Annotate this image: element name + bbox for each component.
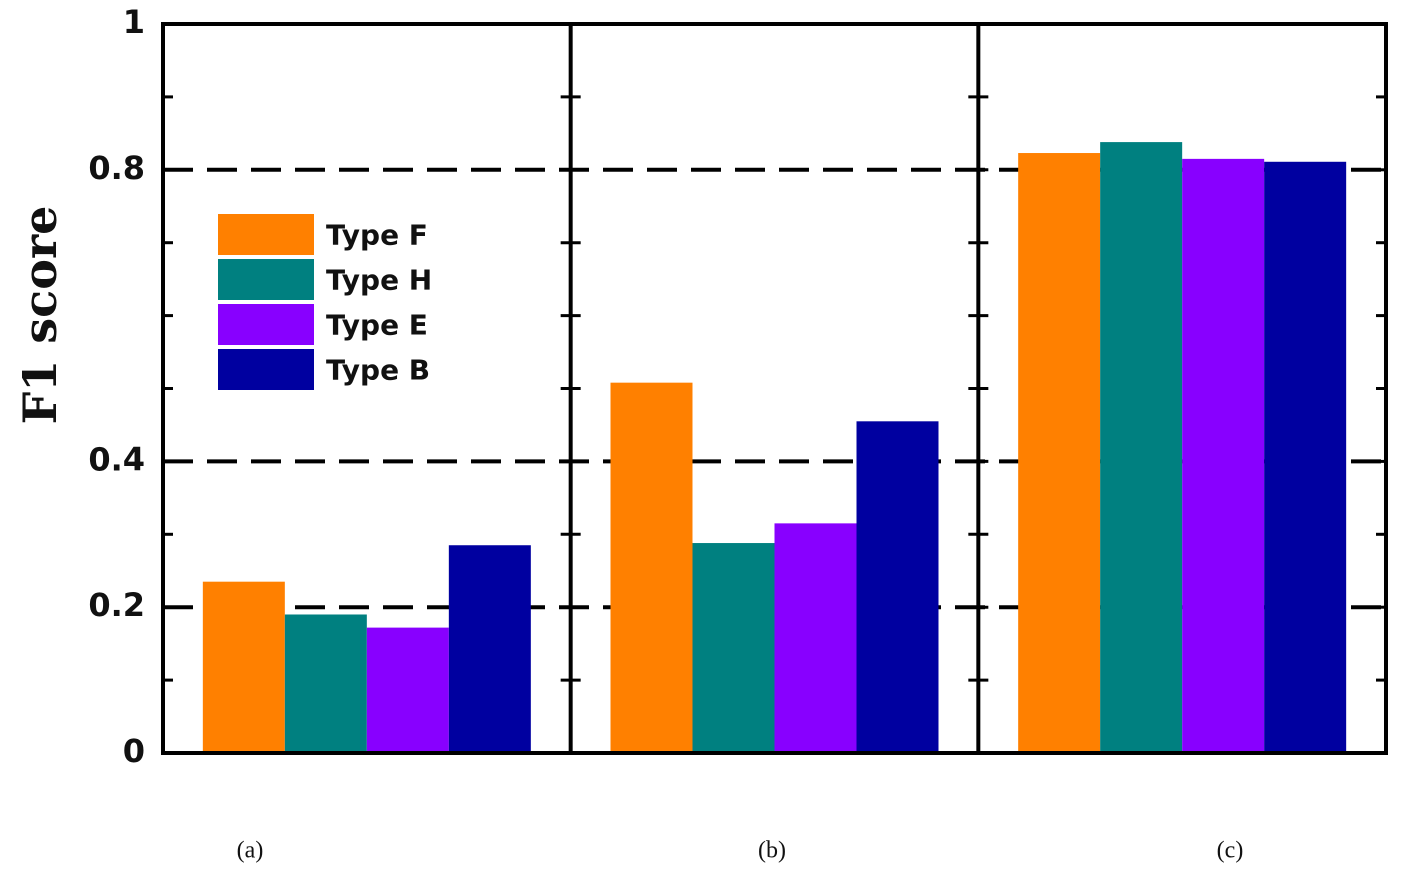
bar-type-e [366,627,449,753]
y-tick-label: 0.4 [88,440,145,478]
y-tick-label: 0.8 [88,149,145,187]
bar-type-b [1264,161,1347,753]
bar-type-f [610,382,693,753]
bar-type-b [856,421,939,753]
bar-type-h [692,543,775,753]
legend-label: Type F [326,219,428,252]
y-tick-label: 1 [123,3,145,41]
legend-label: Type B [326,354,430,387]
bar-type-h [1100,142,1183,753]
bar-type-h [284,614,367,753]
bar-type-b [448,545,531,753]
panel-label: (b) [758,838,786,864]
legend-label: Type H [326,264,432,297]
bar-type-e [1182,158,1265,754]
panel-label: (a) [237,838,264,864]
legend-swatch-type-e [218,304,314,345]
bar-type-e [774,523,857,753]
legend-swatch-type-f [218,214,314,255]
legend-label: Type E [326,309,428,342]
bar-type-f [202,581,285,753]
legend-swatch-type-h [218,259,314,300]
y-tick-label: 0 [123,732,145,770]
legend-swatch-type-b [218,349,314,390]
panel-label: (c) [1217,838,1244,864]
y-axis-title: F1 score [13,206,67,425]
bar-type-f [1018,153,1101,753]
y-tick-label: 0.2 [88,586,145,624]
